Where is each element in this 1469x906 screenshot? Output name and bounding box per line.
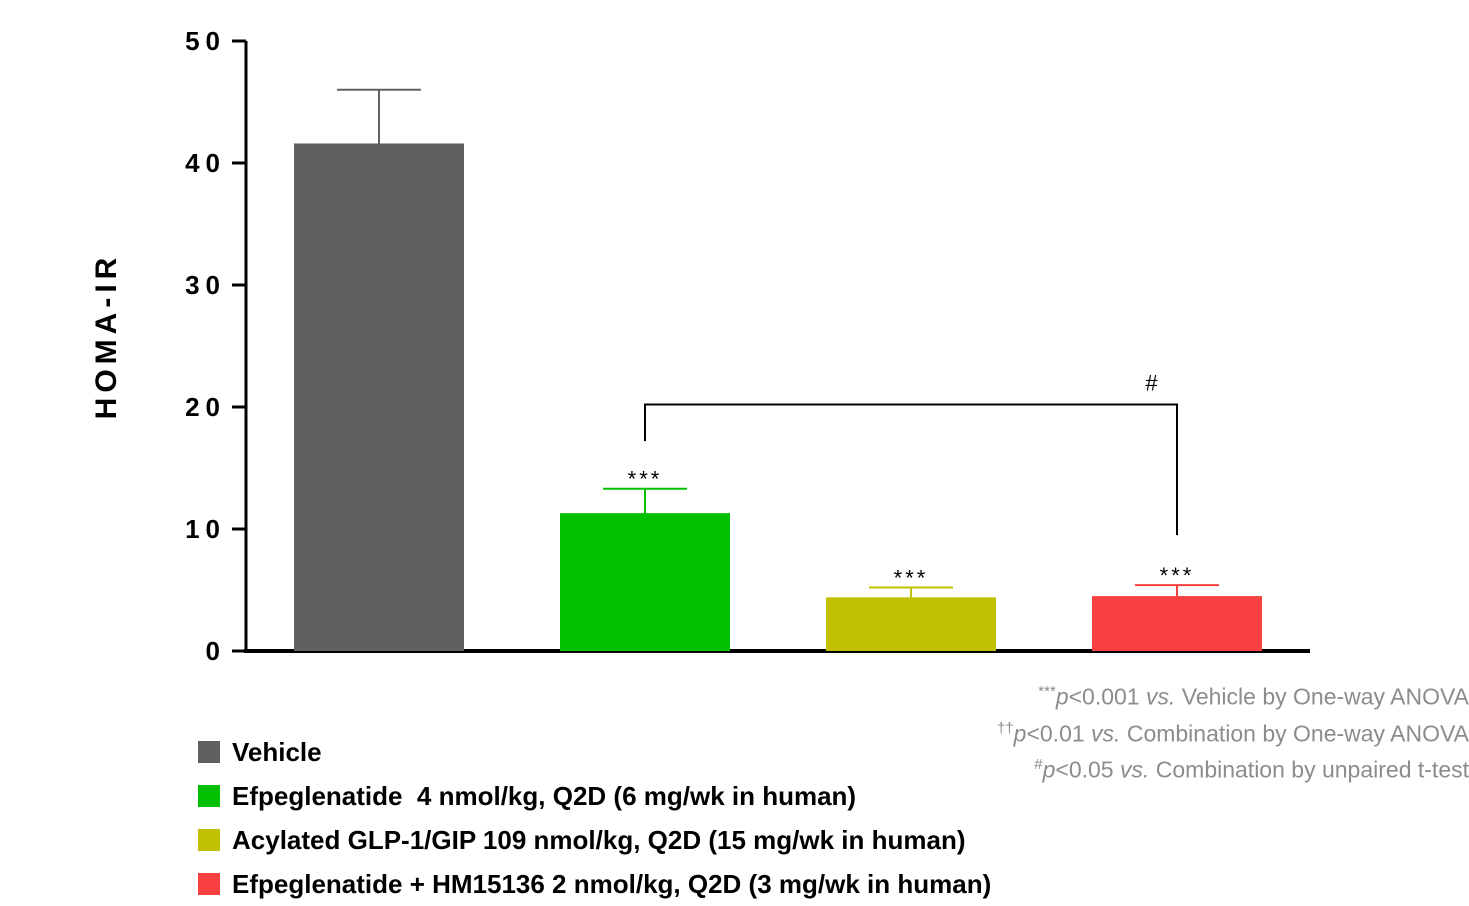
- legend-swatch: [198, 873, 220, 895]
- y-axis-label: HOMA-IR: [90, 253, 123, 420]
- legend-label: Efpeglenatide 4 nmol/kg, Q2D (6 mg/wk in…: [232, 780, 857, 811]
- legend-item: Vehicle: [198, 730, 991, 774]
- bars: [294, 88, 1262, 652]
- y-tick-label: 50: [185, 26, 226, 56]
- bar: [1092, 596, 1262, 651]
- y-tick-label: 40: [185, 148, 226, 178]
- note-line: #p<0.05 vs. Combination by unpaired t-te…: [1034, 756, 1469, 783]
- significance-marks: *** *** *** #: [628, 371, 1195, 591]
- legend-swatch: [198, 829, 220, 851]
- legend-item: Efpeglenatide 4 nmol/kg, Q2D (6 mg/wk in…: [198, 774, 991, 818]
- legend-swatch: [198, 741, 220, 763]
- legend-label: Vehicle: [232, 736, 322, 767]
- comparison-label: #: [1145, 371, 1160, 396]
- y-tick-label: 20: [185, 392, 226, 422]
- bar: [826, 597, 996, 651]
- legend-label: Efpeglenatide + HM15136 2 nmol/kg, Q2D (…: [232, 868, 992, 899]
- legend-item: Efpeglenatide + HM15136 2 nmol/kg, Q2D (…: [198, 862, 991, 906]
- y-tick-label: 0: [206, 636, 226, 666]
- y-tick-label: 30: [185, 270, 226, 300]
- legend-item: Acylated GLP-1/GIP 109 nmol/kg, Q2D (15 …: [198, 818, 991, 862]
- bar-chart: HOMA-IR 0 10 20 30 40 50 *** *** *** #: [90, 26, 1310, 666]
- bar: [560, 513, 730, 651]
- significance-label: ***: [894, 566, 929, 591]
- significance-label: ***: [1160, 563, 1195, 588]
- statistics-notes: ***p<0.001 vs. Vehicle by One-way ANOVA …: [997, 676, 1469, 786]
- bar: [294, 143, 464, 652]
- comparison-bracket: [644, 403, 1178, 536]
- legend: Vehicle Efpeglenatide 4 nmol/kg, Q2D (6 …: [198, 730, 991, 906]
- y-tick-label: 10: [185, 514, 226, 544]
- legend-label: Acylated GLP-1/GIP 109 nmol/kg, Q2D (15 …: [232, 824, 966, 855]
- legend-swatch: [198, 785, 220, 807]
- note-line: ***p<0.001 vs. Vehicle by One-way ANOVA: [1038, 683, 1469, 710]
- note-line: ††p<0.01 vs. Combination by One-way ANOV…: [996, 719, 1469, 747]
- significance-label: ***: [628, 467, 663, 492]
